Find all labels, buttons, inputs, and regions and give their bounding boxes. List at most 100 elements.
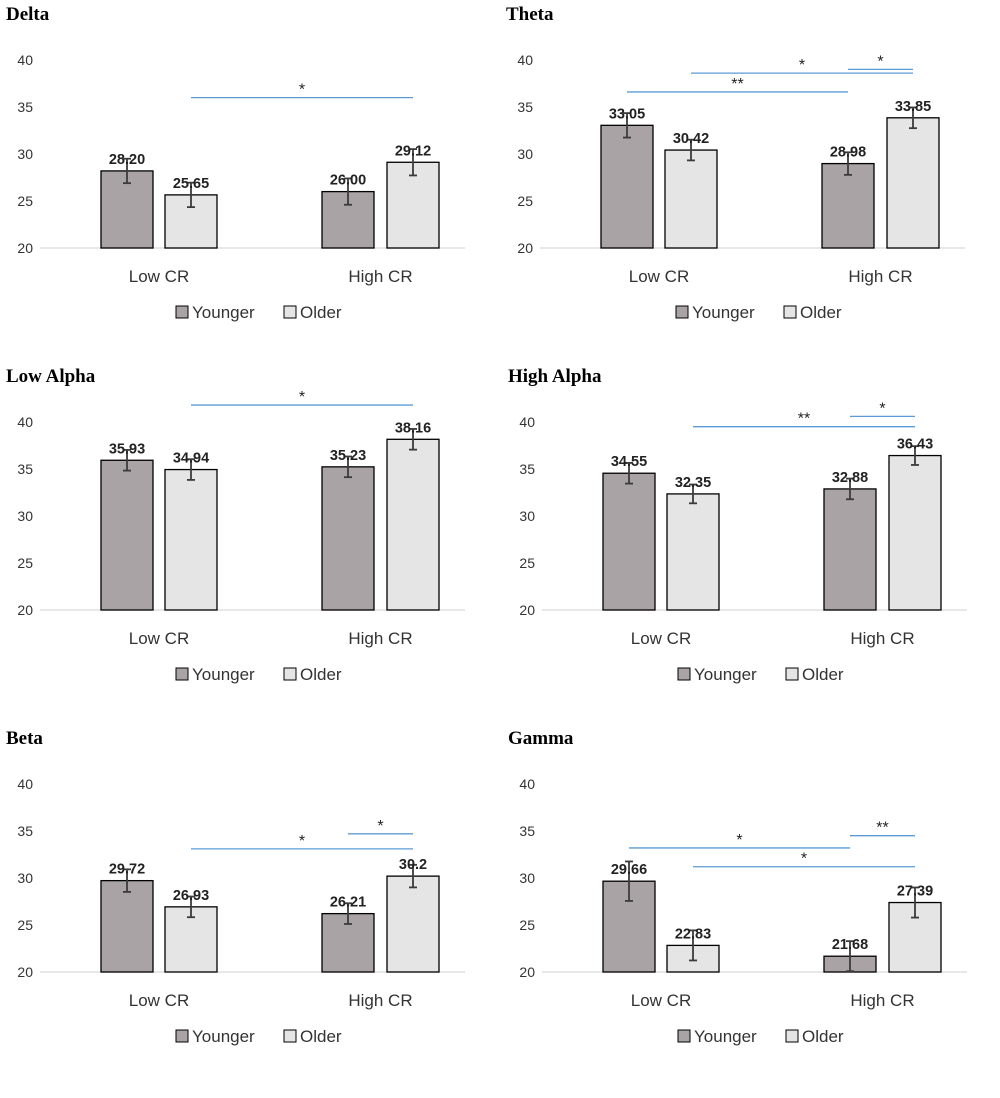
y-tick-label: 25 xyxy=(519,555,535,571)
data-label: 21.68 xyxy=(832,937,868,953)
y-tick-label: 20 xyxy=(17,602,33,618)
chart-title: Gamma xyxy=(508,728,574,749)
bar-younger-low-cr xyxy=(600,124,654,249)
legend-swatch-younger xyxy=(175,1029,189,1043)
data-label: 38.16 xyxy=(395,420,431,436)
legend-label-younger: Younger xyxy=(192,303,255,322)
legend-label-older: Older xyxy=(802,665,844,684)
y-tick-label: 25 xyxy=(519,917,535,933)
bar-older-low-cr xyxy=(164,468,218,611)
data-label: 32.88 xyxy=(832,470,868,486)
legend-swatch-younger xyxy=(175,667,189,681)
bar-older-high-cr xyxy=(386,438,440,611)
y-tick-label: 20 xyxy=(519,602,535,618)
x-category-label: High CR xyxy=(348,629,412,648)
chart-title: Theta xyxy=(506,4,554,25)
y-tick-label: 20 xyxy=(17,964,33,980)
bar-older-high-cr xyxy=(386,875,440,973)
data-label: 27.39 xyxy=(897,884,933,900)
x-category-label: High CR xyxy=(848,267,912,286)
data-label: 26.00 xyxy=(330,173,366,189)
chart-title: Delta xyxy=(6,4,50,25)
data-label: 26.93 xyxy=(173,888,209,904)
legend-swatch-older xyxy=(785,667,799,681)
y-tick-label: 30 xyxy=(17,508,33,524)
bar-younger-low-cr xyxy=(100,879,154,973)
y-tick-label: 35 xyxy=(519,823,535,839)
chart-panel-low-alpha: Low Alpha 20 25 30 35 40 35.93 34.94 Low CR 35.23… xyxy=(6,366,465,684)
data-label: 30.2 xyxy=(399,857,427,873)
legend: Younger Older xyxy=(175,665,342,684)
significance-marker: * xyxy=(299,833,305,850)
legend-swatch-older xyxy=(283,1029,297,1043)
legend-label-older: Older xyxy=(300,303,342,322)
legend: Younger Older xyxy=(175,1027,342,1046)
data-label: 25.65 xyxy=(173,176,209,192)
chart-panel-beta: Beta 20 25 30 35 40 29.72 26.93 Low CR 26.21 30.2 H… xyxy=(6,728,465,1046)
significance-marker: ** xyxy=(731,76,743,93)
data-label: 28.20 xyxy=(109,152,145,168)
x-category-label: Low CR xyxy=(129,991,189,1010)
y-tick-label: 35 xyxy=(17,99,33,115)
legend-swatch-younger xyxy=(675,305,689,319)
legend-label-younger: Younger xyxy=(192,665,255,684)
data-label: 33.05 xyxy=(609,106,645,122)
y-tick-label: 40 xyxy=(17,776,33,792)
data-label: 22.83 xyxy=(675,926,711,942)
bar-older-low-cr xyxy=(664,149,718,249)
x-category-label: Low CR xyxy=(129,629,189,648)
significance-marker: ** xyxy=(798,411,810,428)
legend-swatch-older xyxy=(785,1029,799,1043)
data-label: 30.42 xyxy=(673,131,709,147)
legend: Younger Older xyxy=(677,665,844,684)
data-label: 33.85 xyxy=(895,99,931,115)
legend-swatch-younger xyxy=(677,667,691,681)
data-label: 32.35 xyxy=(675,475,711,491)
x-category-label: Low CR xyxy=(129,267,189,286)
legend-label-younger: Younger xyxy=(192,1027,255,1046)
legend-label-younger: Younger xyxy=(692,303,755,322)
legend-swatch-older xyxy=(283,305,297,319)
y-tick-label: 30 xyxy=(519,870,535,886)
y-tick-label: 25 xyxy=(517,193,533,209)
legend-label-younger: Younger xyxy=(694,665,757,684)
y-tick-label: 30 xyxy=(17,870,33,886)
bar-older-high-cr xyxy=(386,161,440,249)
data-label: 29.72 xyxy=(109,862,145,878)
legend-swatch-older xyxy=(283,667,297,681)
y-tick-label: 30 xyxy=(517,146,533,162)
significance-marker: ** xyxy=(876,820,888,837)
y-tick-label: 40 xyxy=(517,52,533,68)
legend-label-younger: Younger xyxy=(694,1027,757,1046)
data-label: 34.55 xyxy=(611,454,647,470)
data-label: 36.43 xyxy=(897,437,933,453)
y-tick-label: 35 xyxy=(519,461,535,477)
chart-panel-delta: Delta 20 25 30 35 40 28.20 25.65 Low CR 26.00 29.1… xyxy=(6,4,465,322)
significance-marker: * xyxy=(877,53,883,70)
bar-younger-high-cr xyxy=(321,466,375,611)
significance-marker: * xyxy=(299,82,305,99)
significance-marker: * xyxy=(736,832,742,849)
y-tick-label: 40 xyxy=(519,414,535,430)
bar-younger-high-cr xyxy=(823,488,877,611)
x-category-label: High CR xyxy=(850,991,914,1010)
x-category-label: Low CR xyxy=(629,267,689,286)
bar-younger-low-cr xyxy=(100,459,154,611)
y-tick-label: 25 xyxy=(17,193,33,209)
bar-older-low-cr xyxy=(666,493,720,611)
significance-marker: * xyxy=(799,57,805,74)
y-tick-label: 20 xyxy=(517,240,533,256)
data-label: 28.98 xyxy=(830,145,866,161)
data-label: 35.93 xyxy=(109,441,145,457)
legend-label-older: Older xyxy=(800,303,842,322)
legend: Younger Older xyxy=(677,1027,844,1046)
legend: Younger Older xyxy=(175,303,342,322)
significance-marker: * xyxy=(879,400,885,417)
y-tick-label: 30 xyxy=(519,508,535,524)
x-category-label: High CR xyxy=(348,991,412,1010)
y-tick-label: 35 xyxy=(17,461,33,477)
data-label: 34.94 xyxy=(173,451,209,467)
y-tick-label: 35 xyxy=(517,99,533,115)
bar-younger-low-cr xyxy=(602,472,656,611)
